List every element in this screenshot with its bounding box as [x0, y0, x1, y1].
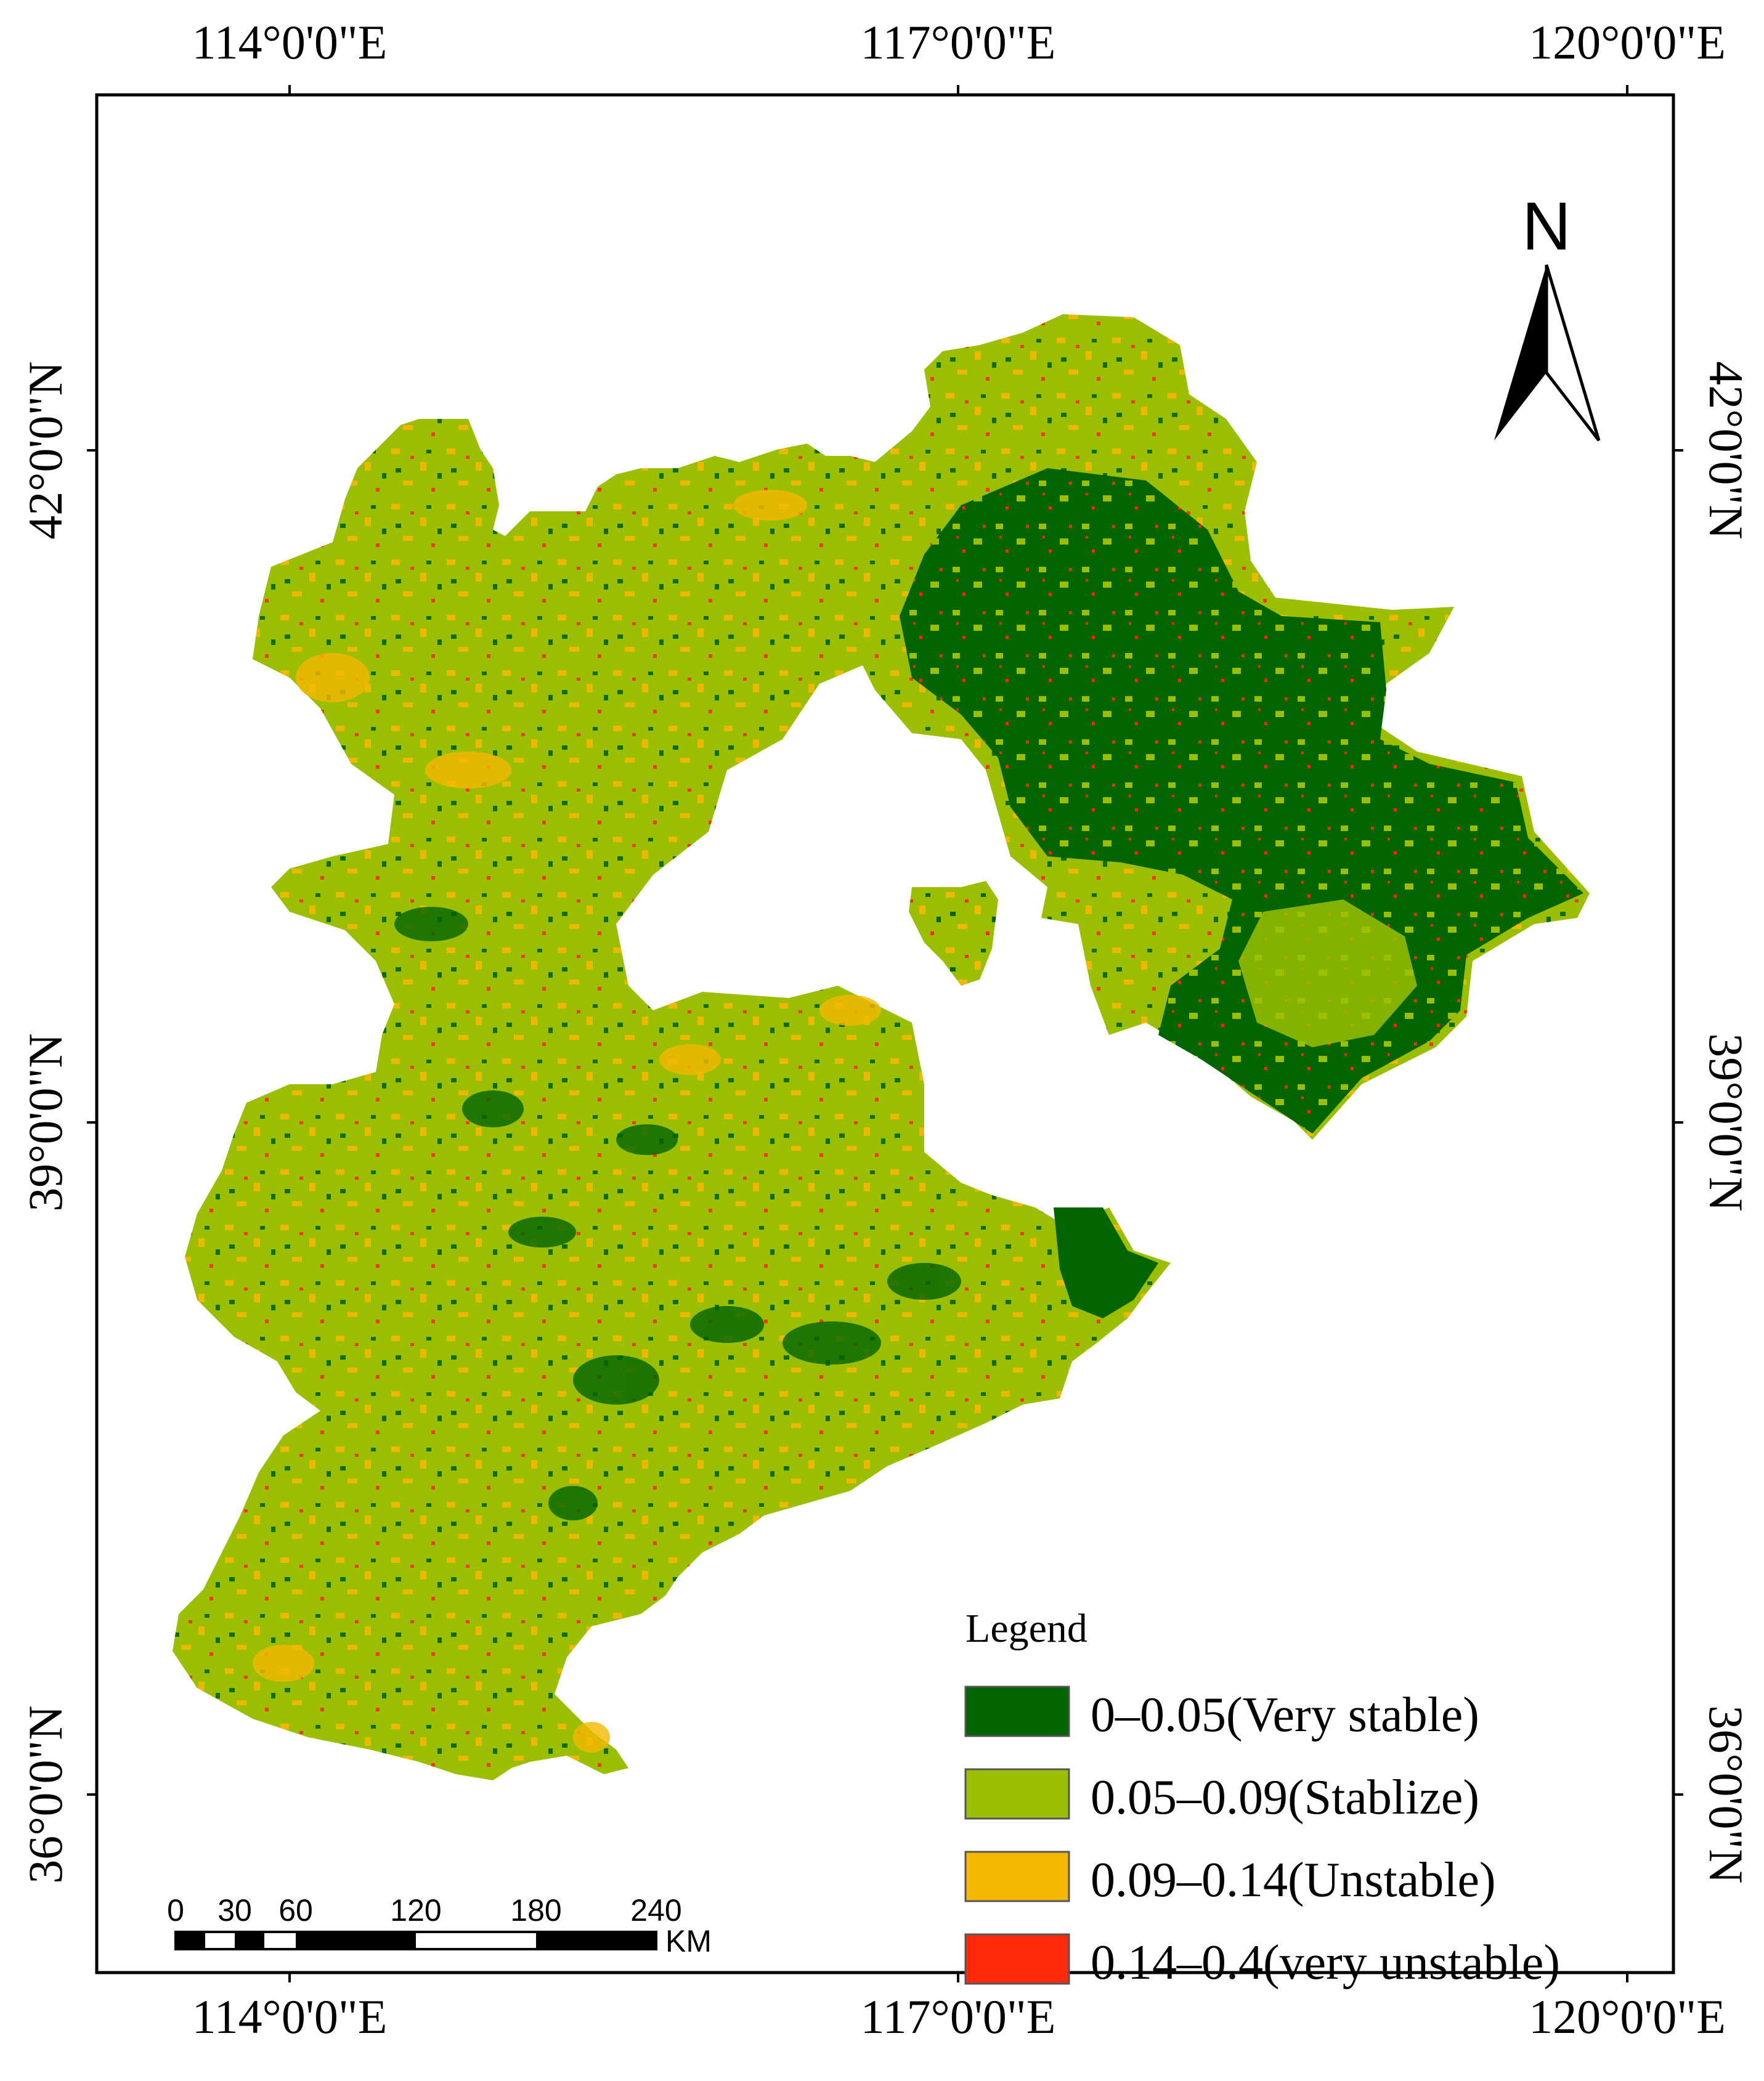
lat-label-left-2: 39°0'0"N — [18, 1033, 72, 1211]
legend-label-stable: 0.05–0.09(Stablize) — [1091, 1771, 1479, 1825]
legend-label-very-stable: 0–0.05(Very stable) — [1091, 1688, 1479, 1742]
lat-label-left-1: 42°0'0"N — [18, 361, 72, 539]
region-unstable-patches — [253, 490, 881, 1753]
region-inner-island-texture — [909, 881, 998, 986]
lon-label-top-2: 117°0'0"E — [861, 15, 1056, 69]
scale-tick-60: 60 — [278, 1893, 313, 1928]
map-frame — [95, 93, 1675, 1974]
lat-label-right-3: 36°0'0"N — [1699, 1705, 1753, 1883]
scale-tick-180: 180 — [510, 1893, 561, 1928]
legend-swatch-stable — [964, 1768, 1070, 1820]
lat-label-left-3: 36°0'0"N — [18, 1705, 72, 1883]
scale-bar-seg — [235, 1932, 264, 1949]
legend-label-unstable: 0.09–0.14(Unstable) — [1091, 1853, 1496, 1907]
scale-tick-120: 120 — [390, 1893, 441, 1928]
scale-bar: 0 30 60 120 180 240 KM — [167, 1893, 712, 1958]
region-very-stable-coast — [1054, 1207, 1158, 1318]
lon-label-bottom-3: 120°0'0"E — [1529, 1990, 1726, 2043]
legend: Legend 0–0.05(Very stable) 0.05–0.09(Sta… — [964, 1606, 1560, 1990]
north-label: N — [1522, 189, 1571, 264]
lat-label-right-2: 39°0'0"N — [1699, 1033, 1753, 1211]
legend-swatch-unstable — [964, 1851, 1070, 1902]
scale-tick-30: 30 — [217, 1893, 252, 1928]
scale-bar-seg — [296, 1932, 416, 1949]
scale-tick-240: 240 — [630, 1893, 681, 1928]
scale-unit: KM — [665, 1924, 712, 1958]
lon-label-top-3: 120°0'0"E — [1529, 15, 1726, 69]
lon-label-top-1: 114°0'0"E — [192, 15, 388, 69]
region-stable-patch-se — [1238, 899, 1417, 1047]
legend-swatch-very-stable — [964, 1685, 1070, 1737]
scale-bar-seg — [176, 1932, 205, 1949]
scale-tick-0: 0 — [167, 1893, 184, 1928]
legend-label-very-unstable: 0.14–0.4(very unstable) — [1091, 1936, 1560, 1990]
lon-label-bottom-1: 114°0'0"E — [192, 1990, 388, 2043]
legend-title: Legend — [965, 1606, 1087, 1651]
lat-label-right-1: 42°0'0"N — [1699, 361, 1753, 539]
region-dark-patches — [394, 907, 961, 1520]
graticule-ticks — [87, 85, 1683, 1982]
scale-bar-seg — [536, 1932, 656, 1949]
map-region — [173, 314, 1590, 1780]
lon-label-bottom-2: 117°0'0"E — [861, 1990, 1056, 2043]
legend-swatch-very-unstable — [964, 1933, 1070, 1985]
north-arrow-icon: N — [1494, 189, 1601, 442]
north-arrow-right-half — [1545, 264, 1601, 442]
north-arrow-left-half — [1494, 265, 1547, 440]
